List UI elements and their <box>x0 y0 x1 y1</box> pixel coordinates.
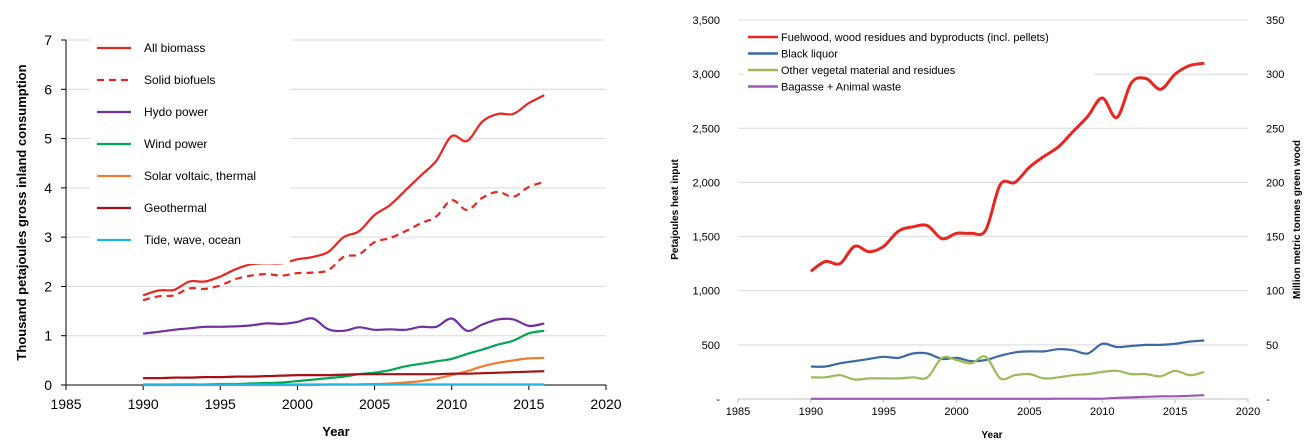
y-tick-label: - <box>716 394 720 406</box>
series-line <box>142 94 545 297</box>
series-line <box>810 61 1205 273</box>
x-tick-label: 1990 <box>128 396 159 412</box>
x-axis-title: Year <box>981 430 1002 440</box>
x-tick-label: 2020 <box>1236 406 1260 418</box>
y-tick-label: 3,000 <box>692 69 720 81</box>
series-line <box>143 370 545 380</box>
x-tick-label: 2015 <box>513 396 544 412</box>
y-tick-label: 4 <box>44 180 52 196</box>
x-axis-title: Year <box>322 424 349 439</box>
legend-box <box>90 32 290 264</box>
x-tick-label: 2015 <box>1163 406 1187 418</box>
x-tick-label: 1985 <box>50 396 81 412</box>
y-tick-label: 1 <box>44 328 52 344</box>
y-axis-title: Thousand petajoules gross inland consump… <box>14 64 29 360</box>
y-tick-label: 5 <box>44 131 52 147</box>
left-chart: 0 1 2 3 4 5 6 7 1985 1990 1995 2000 2005 2010 2015 2020… <box>14 32 622 439</box>
x-tick-label: 2010 <box>436 396 467 412</box>
x-tick-label: 1995 <box>205 396 236 412</box>
x-tick-label: 2010 <box>1090 406 1114 418</box>
x-tick-label: 2005 <box>1017 406 1041 418</box>
y-tick-label: 3,500 <box>692 15 720 27</box>
y-tick-label: 2 <box>44 278 52 294</box>
y-tick-label: 2,000 <box>692 177 720 189</box>
y2-tick-label: 250 <box>1266 123 1284 135</box>
y-tick-label: 1,000 <box>692 286 720 298</box>
right-chart: - - 500 50 1,000 100 1,500 150 2,000 200 2,500 250 3… <box>670 15 1303 440</box>
y-tick-label: 6 <box>44 81 52 97</box>
y-tick-label: 0 <box>44 377 52 393</box>
y2-tick-label: 200 <box>1266 177 1284 189</box>
y-tick-label: 3 <box>44 229 52 245</box>
legend-label: Solid biofuels <box>144 73 215 87</box>
x-tick-label: 2000 <box>282 396 313 412</box>
legend-label: Hydo power <box>144 105 208 119</box>
series-line <box>810 355 1205 381</box>
x-tick-label: 2000 <box>944 406 968 418</box>
y-tick-label: 2,500 <box>692 123 720 135</box>
series-line <box>142 317 545 335</box>
series-line <box>810 394 1205 400</box>
x-tick-label: 2005 <box>359 396 390 412</box>
legend-label: Black liquor <box>781 49 838 61</box>
x-tick-label: 2020 <box>590 396 621 412</box>
y2-tick-label: - <box>1266 394 1270 406</box>
y2-axis-title: Million metric tonnes green wood <box>1292 140 1303 299</box>
series-line <box>143 356 545 387</box>
legend-label: Fuelwood, wood residues and byproducts (… <box>781 32 1049 44</box>
legend-label: Solar voltaic, thermal <box>144 169 256 183</box>
y-tick-label: 1,500 <box>692 232 720 244</box>
y-axis-title: Petajoules heat input <box>670 159 681 260</box>
x-tick-label: 1985 <box>726 406 750 418</box>
y2-tick-label: 150 <box>1266 232 1284 244</box>
y2-tick-label: 50 <box>1266 340 1278 352</box>
legend-label: Geothermal <box>144 201 207 215</box>
legend-label: Tide, wave, ocean <box>144 233 241 247</box>
y2-tick-label: 100 <box>1266 286 1284 298</box>
x-tick-label: 1990 <box>799 406 823 418</box>
legend-label: Other vegetal material and residues <box>781 65 956 77</box>
x-tick-label: 1995 <box>871 406 895 418</box>
y2-tick-label: 350 <box>1266 15 1284 27</box>
legend-label: All biomass <box>144 41 205 55</box>
series-line <box>142 180 545 302</box>
legend-box <box>744 26 1094 96</box>
y-tick-label: 7 <box>44 32 52 48</box>
y-tick-label: 500 <box>702 340 720 352</box>
series-line <box>810 339 1205 368</box>
legend-label: Wind power <box>144 137 207 151</box>
y2-tick-label: 300 <box>1266 69 1284 81</box>
legend-label: Bagasse + Animal waste <box>781 82 901 94</box>
